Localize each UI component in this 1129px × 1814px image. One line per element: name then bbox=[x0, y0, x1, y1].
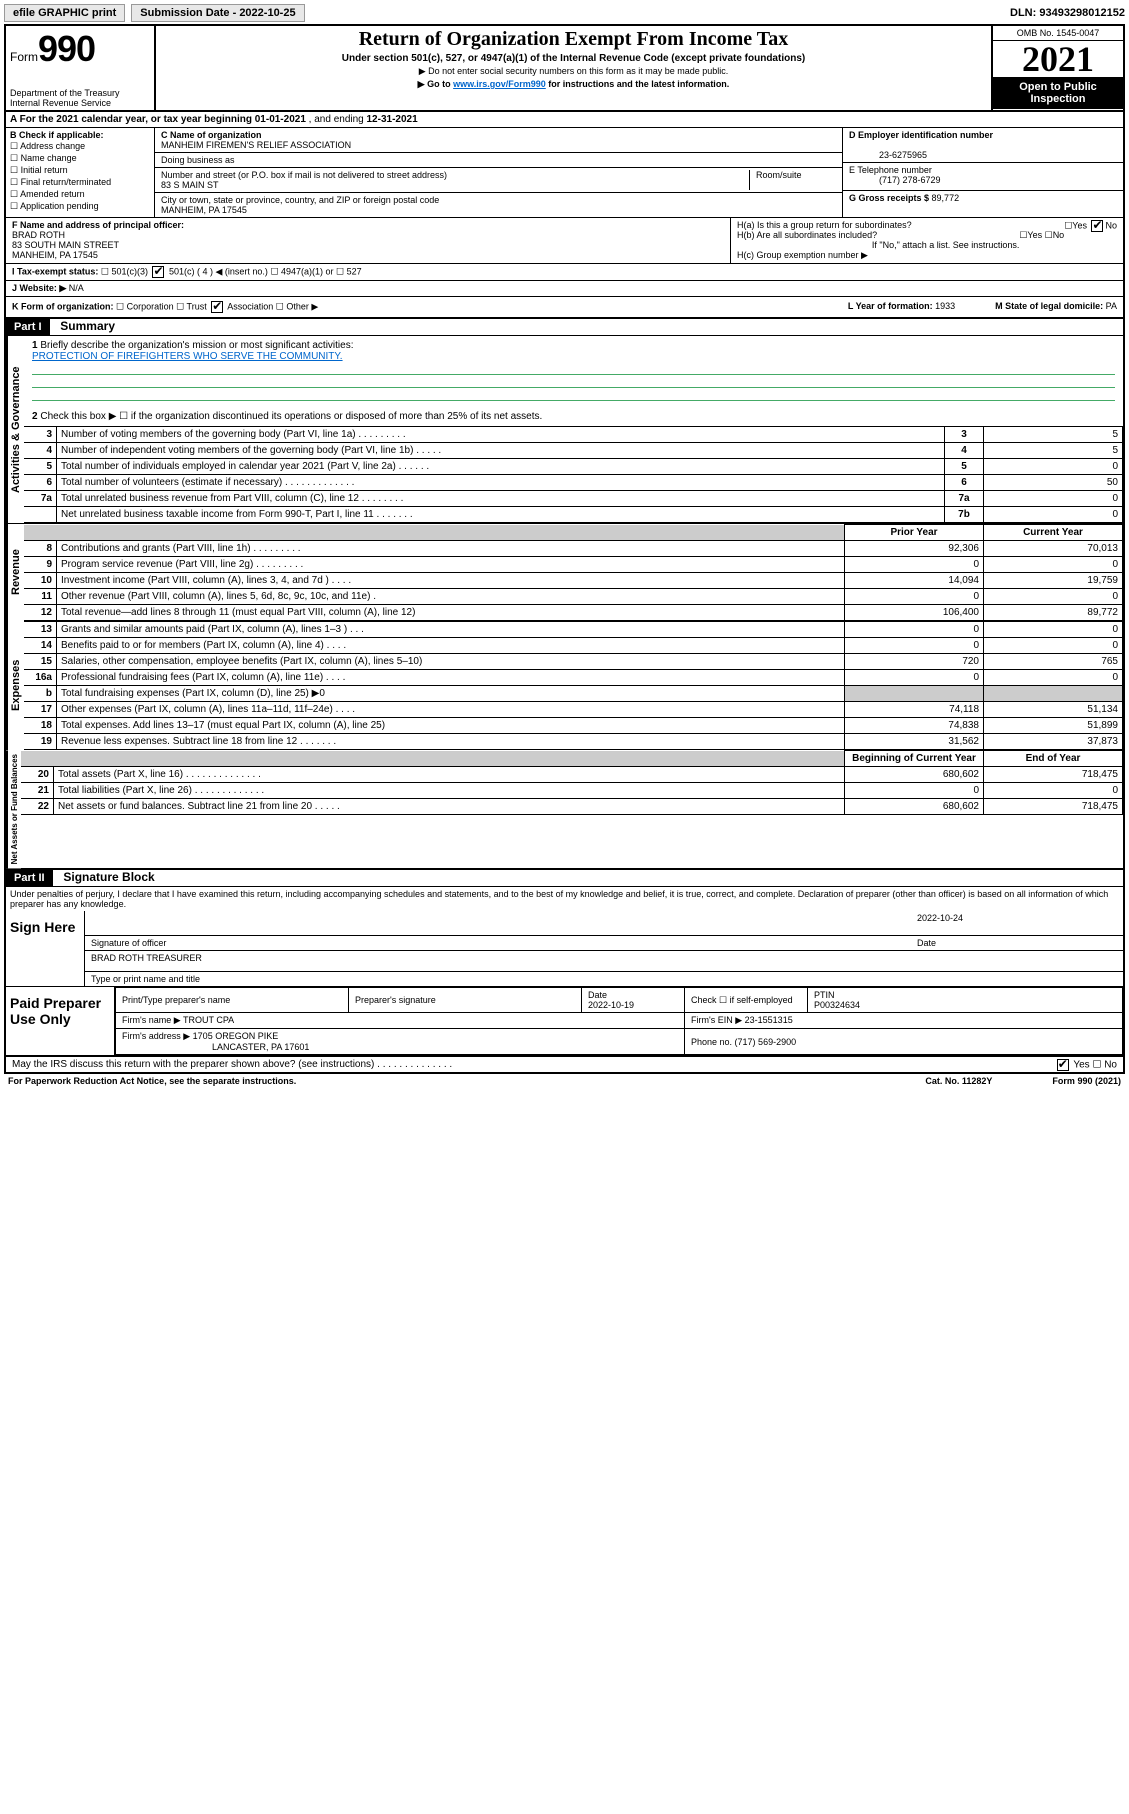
may-discuss-row: May the IRS discuss this return with the… bbox=[6, 1056, 1123, 1072]
netassets-block: Net Assets or Fund Balances Beginning of… bbox=[6, 750, 1123, 868]
association-checkbox[interactable] bbox=[211, 301, 223, 313]
governance-table: 3Number of voting members of the governi… bbox=[24, 426, 1123, 523]
irs-link[interactable]: www.irs.gov/Form990 bbox=[453, 79, 546, 89]
cb-amended[interactable]: ☐ Amended return bbox=[10, 189, 150, 200]
footer-mid: Cat. No. 11282Y bbox=[925, 1076, 992, 1086]
ha-no-checkbox[interactable] bbox=[1091, 220, 1103, 232]
row-i: I Tax-exempt status: ☐ 501(c)(3) 501(c) … bbox=[6, 264, 1123, 281]
col-deg: D Employer identification number23-62759… bbox=[842, 128, 1123, 217]
sig-date-val: 2022-10-24 bbox=[917, 913, 1117, 933]
firm-ein: 23-1551315 bbox=[745, 1015, 793, 1025]
penalty-text: Under penalties of perjury, I declare th… bbox=[6, 886, 1123, 911]
netassets-table: Beginning of Current YearEnd of Year20To… bbox=[21, 750, 1123, 815]
cb-name-change[interactable]: ☐ Name change bbox=[10, 153, 150, 164]
firm-address: 1705 OREGON PIKE bbox=[193, 1031, 279, 1041]
governance-block: Activities & Governance 1 Briefly descri… bbox=[6, 336, 1123, 523]
firm-phone: (717) 569-2900 bbox=[735, 1037, 797, 1047]
subtitle-3: ▶ Go to www.irs.gov/Form990 for instruct… bbox=[162, 79, 985, 90]
telephone: (717) 278-6729 bbox=[879, 175, 941, 185]
website: N/A bbox=[69, 283, 84, 293]
submission-button[interactable]: Submission Date - 2022-10-25 bbox=[131, 4, 304, 22]
row-klm: K Form of organization: ☐ Corporation ☐ … bbox=[6, 297, 1123, 319]
org-name: MANHEIM FIREMEN'S RELIEF ASSOCIATION bbox=[161, 140, 351, 150]
street-address: 83 S MAIN ST bbox=[161, 180, 219, 190]
side-netassets: Net Assets or Fund Balances bbox=[6, 750, 21, 868]
gross-receipts: 89,772 bbox=[932, 193, 960, 203]
header-right: OMB No. 1545-0047 2021 Open to Public In… bbox=[991, 26, 1123, 110]
dba-label: Doing business as bbox=[161, 155, 235, 165]
discuss-yes-checkbox[interactable] bbox=[1057, 1059, 1069, 1071]
part1-label: Part I bbox=[6, 319, 50, 335]
prep-date-val: 2022-10-19 bbox=[588, 1000, 634, 1010]
header-left: Form990 Department of the Treasury Inter… bbox=[6, 26, 156, 110]
year-end: 12-31-2021 bbox=[367, 114, 418, 125]
sign-here-label: Sign Here bbox=[6, 911, 85, 986]
form-title: Return of Organization Exempt From Incom… bbox=[162, 28, 985, 51]
ein: 23-6275965 bbox=[879, 150, 927, 160]
subtitle-2: ▶ Do not enter social security numbers o… bbox=[162, 66, 985, 77]
efile-button[interactable]: efile GRAPHIC print bbox=[4, 4, 125, 22]
sign-here-row: Sign Here 2022-10-24 Signature of office… bbox=[6, 911, 1123, 987]
officer-name: BRAD ROTH bbox=[12, 230, 65, 240]
year-formation: 1933 bbox=[935, 301, 955, 311]
paid-preparer-label: Paid Preparer Use Only bbox=[6, 987, 115, 1055]
officer-city: MANHEIM, PA 17545 bbox=[12, 250, 98, 260]
officer-signed-name: BRAD ROTH TREASURER bbox=[91, 953, 202, 969]
row-j: J Website: ▶ N/A bbox=[6, 281, 1123, 297]
cb-initial-return[interactable]: ☐ Initial return bbox=[10, 165, 150, 176]
h-block: H(a) Is this a group return for subordin… bbox=[730, 218, 1123, 263]
ptin-val: P00324634 bbox=[814, 1000, 860, 1010]
form-label: Form bbox=[10, 50, 38, 64]
dept-label: Department of the Treasury bbox=[10, 88, 150, 98]
form-frame: Form990 Department of the Treasury Inter… bbox=[4, 24, 1125, 1074]
page-footer: For Paperwork Reduction Act Notice, see … bbox=[4, 1074, 1125, 1088]
paid-preparer-row: Paid Preparer Use Only Print/Type prepar… bbox=[6, 987, 1123, 1056]
cb-application-pending[interactable]: ☐ Application pending bbox=[10, 201, 150, 212]
dln-text: DLN: 93493298012152 bbox=[1010, 7, 1125, 19]
domicile: PA bbox=[1106, 301, 1117, 311]
firm-city: LANCASTER, PA 17601 bbox=[212, 1042, 309, 1052]
preparer-table: Print/Type preparer's name Preparer's si… bbox=[115, 987, 1123, 1055]
side-expenses: Expenses bbox=[6, 621, 24, 750]
cb-final-return[interactable]: ☐ Final return/terminated bbox=[10, 177, 150, 188]
f-block: F Name and address of principal officer:… bbox=[6, 218, 730, 263]
part1-header-row: Part I Summary bbox=[6, 319, 1123, 336]
mission-text[interactable]: PROTECTION OF FIREFIGHTERS WHO SERVE THE… bbox=[32, 351, 343, 362]
firm-name: TROUT CPA bbox=[183, 1015, 234, 1025]
row-fh: F Name and address of principal officer:… bbox=[6, 218, 1123, 264]
part1-title: Summary bbox=[60, 319, 115, 333]
footer-left: For Paperwork Reduction Act Notice, see … bbox=[8, 1076, 296, 1086]
form-header: Form990 Department of the Treasury Inter… bbox=[6, 26, 1123, 112]
top-bar: efile GRAPHIC print Submission Date - 20… bbox=[4, 4, 1125, 22]
form-number: 990 bbox=[38, 28, 95, 69]
year-begin: 01-01-2021 bbox=[255, 114, 306, 125]
part2-header-row: Part II Signature Block bbox=[6, 868, 1123, 886]
col-b: B Check if applicable: ☐ Address change … bbox=[6, 128, 155, 217]
q2-block: 2 Check this box ▶ ☐ if the organization… bbox=[24, 407, 1123, 426]
side-governance: Activities & Governance bbox=[6, 336, 24, 523]
tax-year: 2021 bbox=[993, 41, 1123, 77]
part2-title: Signature Block bbox=[63, 870, 154, 884]
part2-label: Part II bbox=[6, 870, 53, 886]
officer-addr: 83 SOUTH MAIN STREET bbox=[12, 240, 119, 250]
footer-right: Form 990 (2021) bbox=[1052, 1076, 1121, 1086]
expenses-block: Expenses 13Grants and similar amounts pa… bbox=[6, 621, 1123, 750]
revenue-block: Revenue Prior YearCurrent Year8Contribut… bbox=[6, 523, 1123, 621]
b-label: B Check if applicable: bbox=[10, 130, 150, 140]
inspection-label: Open to Public Inspection bbox=[993, 77, 1123, 109]
cb-address-change[interactable]: ☐ Address change bbox=[10, 141, 150, 152]
city-state-zip: MANHEIM, PA 17545 bbox=[161, 205, 247, 215]
irs-label: Internal Revenue Service bbox=[10, 98, 150, 108]
row-a: A For the 2021 calendar year, or tax yea… bbox=[6, 112, 1123, 128]
subtitle-1: Under section 501(c), 527, or 4947(a)(1)… bbox=[162, 53, 985, 64]
revenue-table: Prior YearCurrent Year8Contributions and… bbox=[24, 524, 1123, 621]
col-c: C Name of organizationMANHEIM FIREMEN'S … bbox=[155, 128, 842, 217]
side-revenue: Revenue bbox=[6, 524, 24, 621]
section-bc: B Check if applicable: ☐ Address change … bbox=[6, 128, 1123, 218]
q1-block: 1 Briefly describe the organization's mi… bbox=[24, 336, 1123, 407]
expenses-table: 13Grants and similar amounts paid (Part … bbox=[24, 621, 1123, 750]
501c-checkbox[interactable] bbox=[152, 266, 164, 278]
header-mid: Return of Organization Exempt From Incom… bbox=[156, 26, 991, 110]
